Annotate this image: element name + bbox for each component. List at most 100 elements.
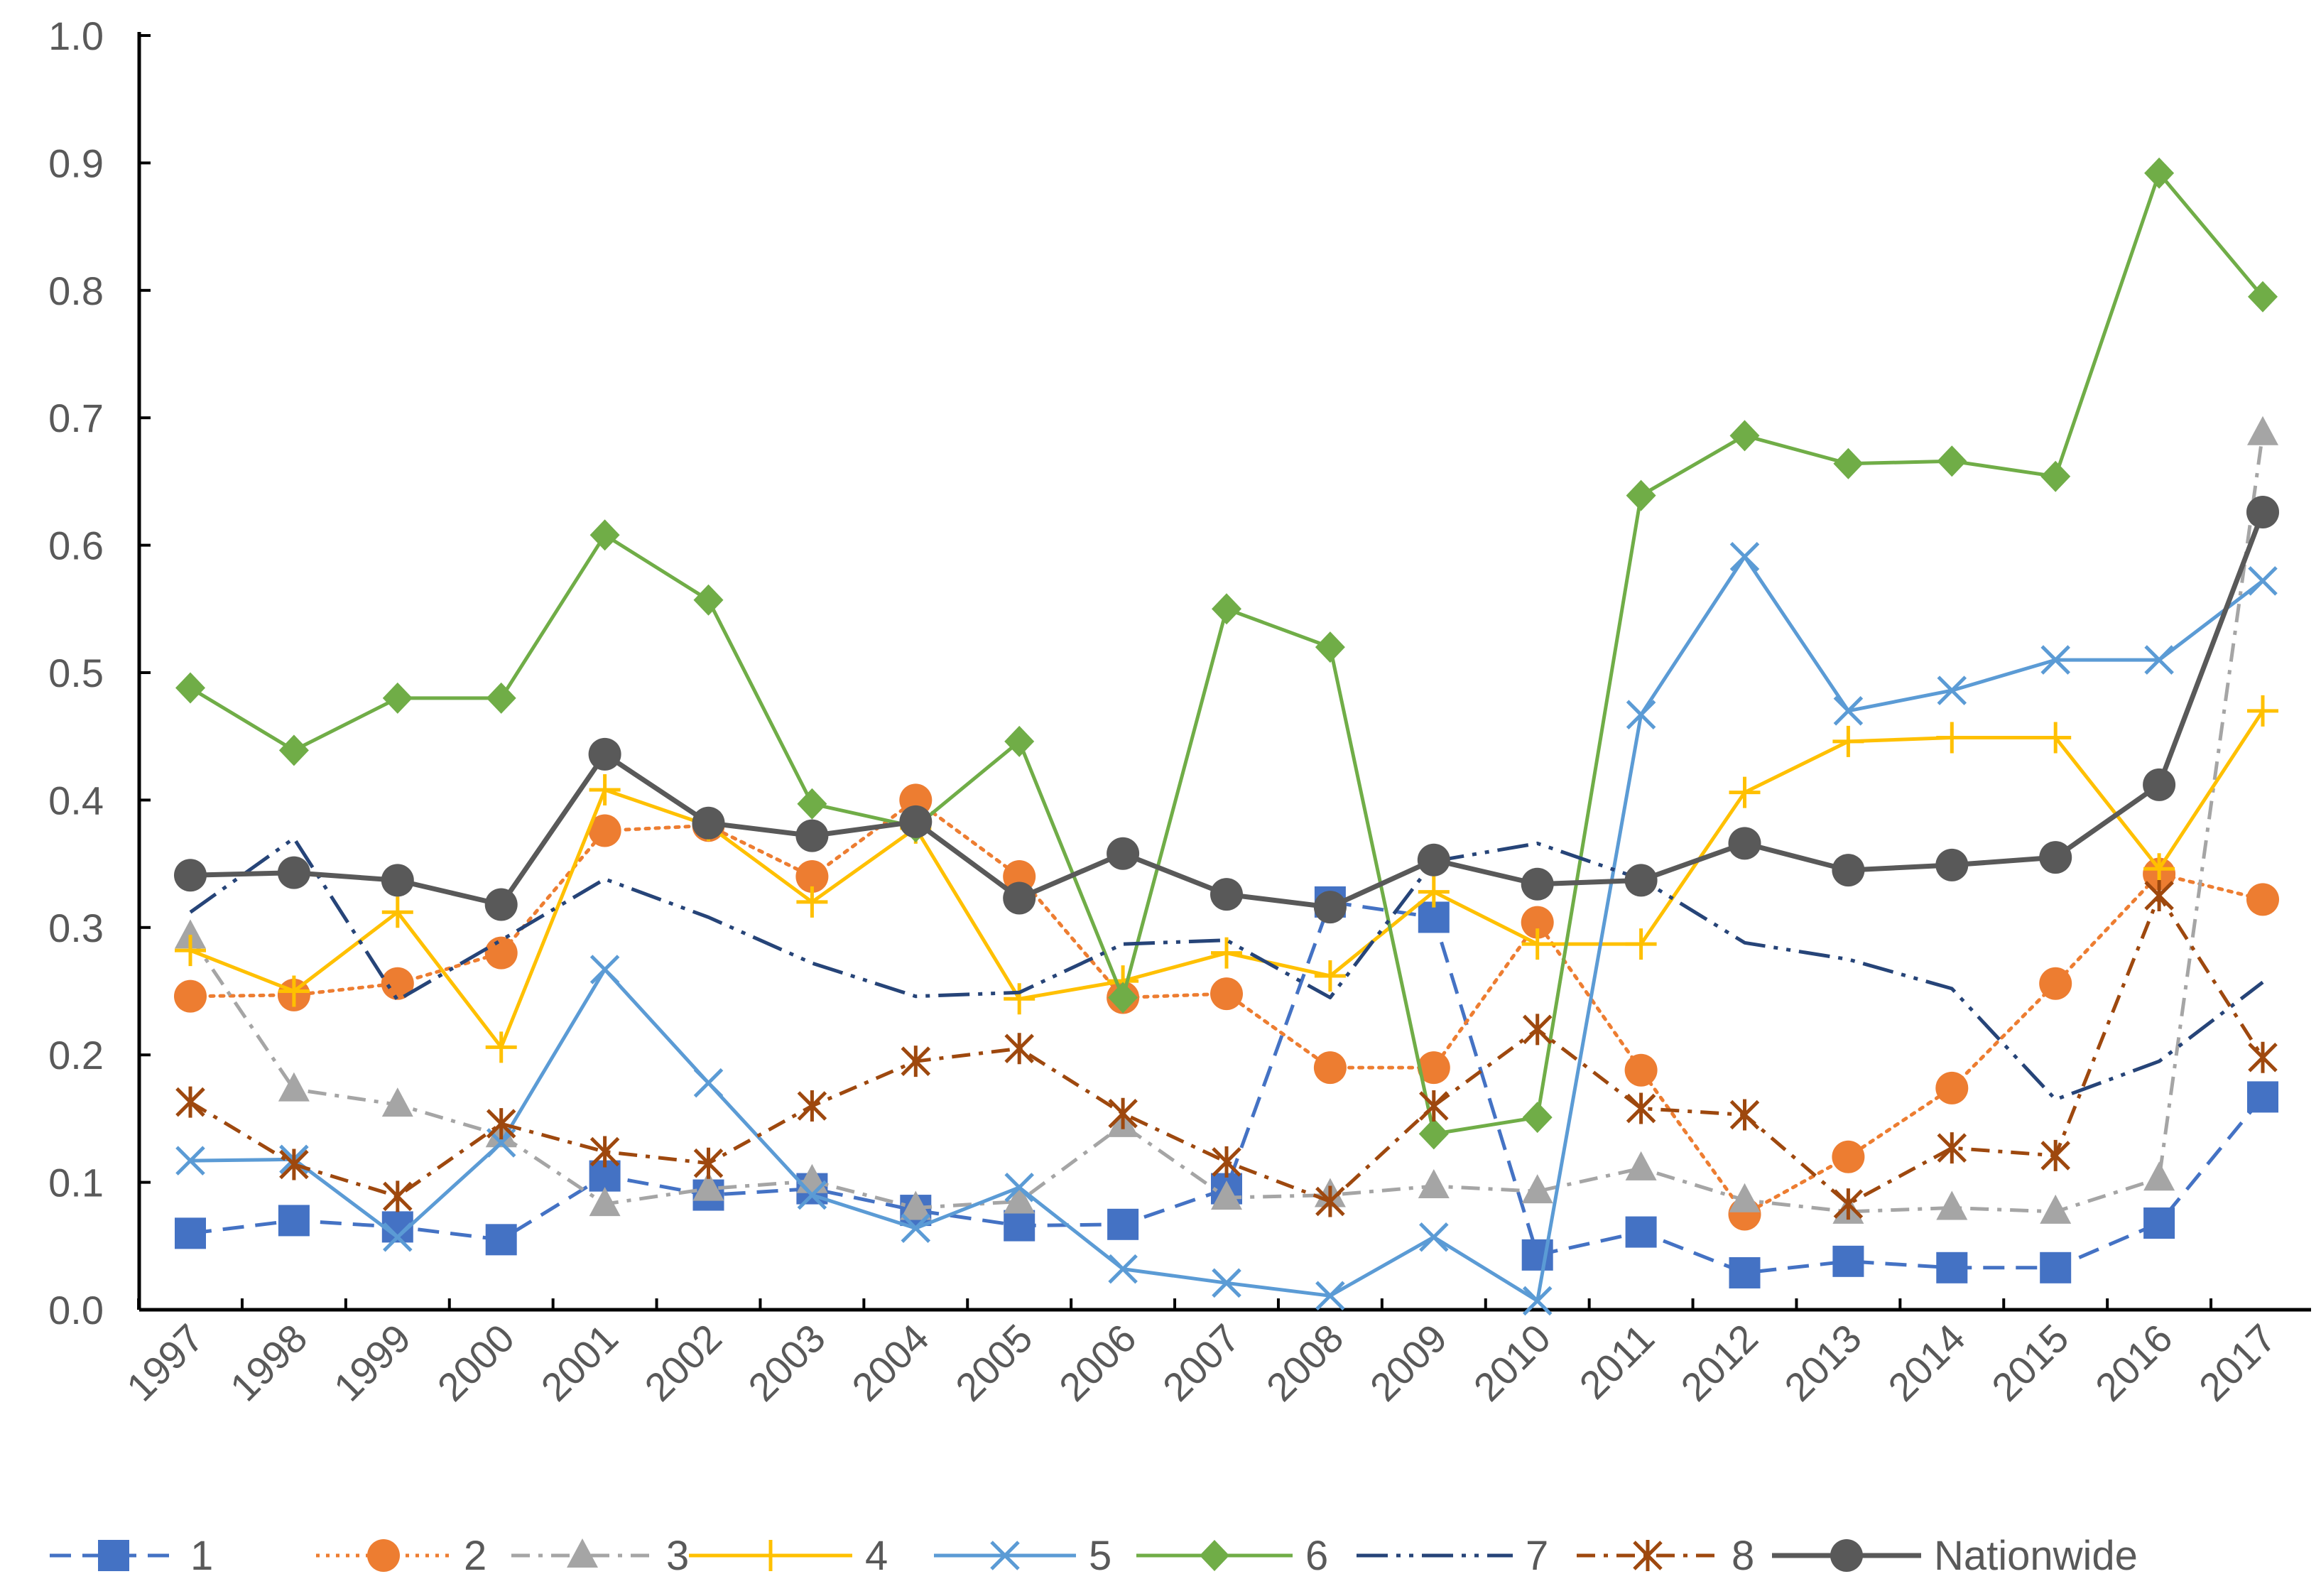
data-point-marker [2143, 1161, 2175, 1191]
legend-item-3: 3 [511, 1533, 689, 1579]
x-tick-label: 2006 [1050, 1315, 1145, 1410]
data-point-marker [1728, 827, 1761, 860]
data-point-marker [2040, 722, 2072, 754]
series-8 [175, 879, 2278, 1220]
legend-item-nationwide: Nationwide [1772, 1533, 2138, 1579]
data-point-marker [1729, 1183, 1761, 1212]
data-point-marker [693, 1068, 724, 1098]
data-point-marker [1419, 1090, 1449, 1122]
data-point-marker [1418, 876, 1450, 908]
data-point-marker [1004, 725, 1035, 757]
data-point-marker [175, 1217, 206, 1249]
data-point-marker [1729, 420, 1760, 452]
data-point-marker [1108, 982, 1138, 1014]
data-point-marker [2040, 1194, 2072, 1224]
legend-label: 5 [1089, 1533, 1111, 1579]
data-point-marker [383, 1180, 413, 1212]
y-tick-label: 0.4 [48, 778, 104, 823]
data-point-marker [175, 919, 206, 949]
series-4 [175, 695, 2278, 1063]
data-point-marker [485, 1224, 517, 1256]
data-point-marker [278, 1205, 310, 1237]
data-point-marker [1212, 1268, 1241, 1298]
data-point-marker [1936, 722, 1968, 754]
data-point-marker [1313, 1051, 1347, 1085]
data-point-marker [1003, 881, 1036, 915]
data-point-marker [1315, 1185, 1345, 1217]
data-point-marker [1625, 1151, 1657, 1180]
data-point-marker [1729, 541, 1760, 572]
data-point-marker [2247, 695, 2278, 727]
data-point-marker [278, 1072, 310, 1102]
x-tick-label: 2014 [1879, 1315, 1974, 1410]
data-point-marker [174, 859, 207, 892]
y-tick-label: 0.1 [48, 1161, 104, 1205]
legend-label: 1 [190, 1533, 213, 1579]
legend-item-1: 1 [50, 1533, 213, 1579]
legend-item-6: 6 [1136, 1533, 1328, 1579]
data-point-marker [589, 1187, 621, 1217]
legend-swatch-marker [990, 1541, 1020, 1570]
x-tick-label: 2003 [739, 1315, 834, 1410]
x-tick-label: 1997 [118, 1315, 212, 1410]
series-7 [189, 836, 2264, 1102]
data-point-marker [2040, 1139, 2070, 1171]
x-tick-label: 2007 [1154, 1315, 1249, 1410]
x-tick-label: 2011 [1570, 1315, 1663, 1408]
data-point-marker [381, 967, 414, 1000]
data-point-marker [1107, 837, 1140, 870]
data-point-marker [484, 888, 518, 921]
legend-label: 4 [865, 1533, 888, 1579]
data-point-marker [278, 975, 310, 1007]
data-point-marker [485, 1031, 517, 1063]
data-point-marker [175, 672, 205, 704]
legend-label: 8 [1732, 1533, 1754, 1579]
x-tick-label: 2013 [1776, 1315, 1870, 1410]
data-point-marker [1832, 854, 1865, 887]
data-point-marker [1729, 1256, 1761, 1288]
data-point-marker [1624, 1053, 1658, 1087]
data-point-marker [484, 936, 518, 970]
data-point-marker [381, 1087, 413, 1117]
data-point-marker [589, 519, 620, 551]
data-point-marker [2143, 1207, 2175, 1239]
legend-label: 3 [666, 1533, 689, 1579]
data-point-marker [1419, 1222, 1449, 1252]
x-tick-label: 2016 [2087, 1315, 2181, 1410]
data-point-marker [901, 1046, 931, 1077]
legend-label: Nationwide [1934, 1533, 2138, 1579]
y-tick-label: 0.3 [48, 906, 104, 950]
y-tick-label: 0.9 [48, 141, 104, 185]
series-line-7 [189, 836, 2264, 1102]
legend-swatch-marker [755, 1540, 786, 1571]
data-point-marker [901, 1213, 931, 1243]
data-point-marker [382, 682, 413, 714]
x-tick-label: 2008 [1258, 1315, 1352, 1410]
legend-label: 7 [1526, 1533, 1548, 1579]
data-point-marker [1212, 1146, 1241, 1178]
data-point-marker [1937, 445, 1967, 477]
data-point-marker [1314, 960, 1346, 992]
x-tick-label: 2000 [429, 1315, 523, 1410]
data-point-marker [2144, 645, 2174, 675]
legend-swatch-marker [1830, 1539, 1863, 1572]
data-point-marker [1625, 1216, 1657, 1248]
y-tick-label: 1.0 [48, 13, 104, 58]
data-point-marker [1108, 1254, 1138, 1284]
data-point-marker [692, 806, 725, 840]
data-point-marker [2246, 883, 2279, 916]
series-nationwide [174, 495, 2279, 924]
data-point-marker [797, 1090, 827, 1122]
data-point-marker [588, 814, 621, 847]
data-point-marker [1315, 631, 1345, 663]
data-point-marker [1624, 864, 1658, 897]
data-point-marker [589, 955, 620, 984]
data-point-marker [2143, 768, 2176, 801]
data-point-marker [1212, 593, 1241, 625]
data-point-marker [1729, 776, 1761, 808]
x-tick-label: 1998 [222, 1315, 316, 1410]
data-point-marker [1937, 675, 1967, 705]
legend-item-4: 4 [689, 1533, 888, 1579]
data-point-marker [2040, 460, 2071, 492]
